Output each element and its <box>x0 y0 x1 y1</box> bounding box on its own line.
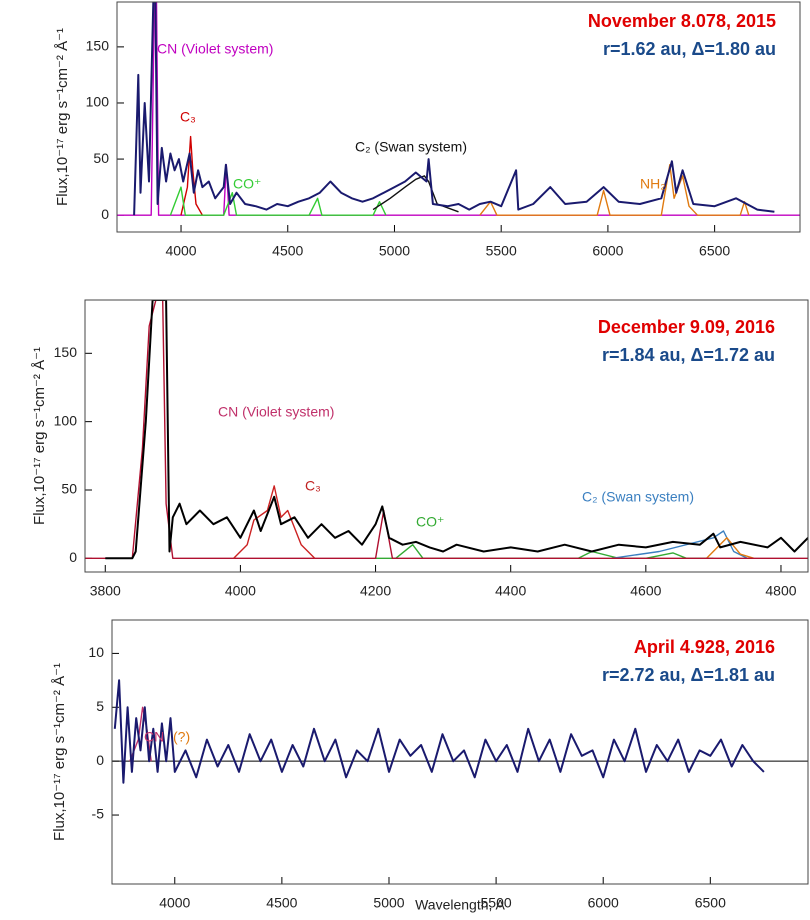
y-tick-label: 0 <box>96 752 104 768</box>
y-tick-label: -5 <box>92 806 105 822</box>
panel-title: December 9.09, 2016 <box>598 317 775 337</box>
y-tick-label: 150 <box>54 344 78 360</box>
spectrum-line <box>117 2 800 216</box>
x-tick-label: 4600 <box>630 583 661 599</box>
spectrum-line <box>169 186 387 216</box>
band-annotation: NH₂ <box>640 176 666 192</box>
plot-frame <box>84 299 809 573</box>
y-axis-label: Flux,10⁻¹⁷ erg s⁻¹cm⁻² Å⁻¹ <box>31 347 48 525</box>
panel-title: April 4.928, 2016 <box>634 637 775 657</box>
x-axis-label: Wavelength, A <box>415 897 505 913</box>
x-tick-label: 6500 <box>695 895 726 911</box>
y-tick-label: 100 <box>54 412 78 428</box>
plot-area <box>117 2 800 216</box>
panel-subtitle: r=1.84 au, Δ=1.72 au <box>602 345 775 365</box>
spectrum-line <box>706 537 755 559</box>
x-tick-label: 6000 <box>588 895 619 911</box>
x-tick-label: 4200 <box>360 583 391 599</box>
band-annotation: C₃ <box>180 109 196 125</box>
x-tick-label: 6500 <box>699 243 730 259</box>
band-annotation: CO⁺ <box>233 176 261 192</box>
spectrum-line <box>105 300 808 560</box>
panel-subtitle: r=1.62 au, Δ=1.80 au <box>603 39 776 59</box>
x-tick-label: 4000 <box>159 895 190 911</box>
panel: 4000 4500 5000 5500 6000 6500 0 50 100 150 Flux,10… <box>54 1 801 259</box>
y-tick-label: 50 <box>61 481 77 497</box>
band-annotation: C₃ <box>305 478 321 494</box>
panel: 4000 4500 5000 5500 6000 6500 -5 0 5 10 Flux,10⁻¹⁷… <box>51 619 809 913</box>
band-annotation: CN (Violet system) <box>157 41 273 57</box>
x-tick-label: 4800 <box>765 583 796 599</box>
y-tick-label: 50 <box>93 150 109 166</box>
x-tick-label: 4000 <box>165 243 196 259</box>
band-annotation: CN (Violet system) <box>218 404 334 420</box>
y-tick-label: 0 <box>69 549 77 565</box>
spectrum-line <box>611 530 748 559</box>
panel-subtitle: r=2.72 au, Δ=1.81 au <box>602 665 775 685</box>
band-annotation: C₂ (Swan system) <box>582 489 694 505</box>
x-tick-label: 6000 <box>592 243 623 259</box>
x-tick-label: 5500 <box>481 895 512 911</box>
plot-frame <box>111 619 809 885</box>
band-annotation: CO⁺ <box>416 514 444 530</box>
panel: 3800 4000 4200 4400 4600 4800 0 50 100 150 Flux,10… <box>31 299 809 599</box>
x-tick-label: 3800 <box>90 583 121 599</box>
plot-area <box>85 300 808 560</box>
y-axis-label: Flux,10⁻¹⁷ erg s⁻¹cm⁻² Å⁻¹ <box>54 28 71 206</box>
spectrum-line <box>479 164 750 216</box>
plot-area <box>112 679 808 784</box>
x-tick-label: 5500 <box>486 243 517 259</box>
y-tick-label: 0 <box>101 206 109 222</box>
x-tick-label: 4000 <box>225 583 256 599</box>
spectrum-line <box>113 679 765 784</box>
x-tick-label: 5000 <box>379 243 410 259</box>
y-tick-label: 100 <box>86 94 110 110</box>
spectrum-line <box>85 300 808 559</box>
y-tick-label: 150 <box>86 38 110 54</box>
spectrum-line <box>180 135 204 216</box>
band-annotation: CN <box>144 729 164 745</box>
x-tick-label: 5000 <box>373 895 404 911</box>
plot-frame <box>116 1 801 233</box>
panel-title: November 8.078, 2015 <box>588 11 776 31</box>
x-tick-label: 4400 <box>495 583 526 599</box>
spectrum-line <box>233 485 316 559</box>
x-tick-label: 4500 <box>266 895 297 911</box>
y-tick-label: 5 <box>96 698 104 714</box>
band-annotation: C₂ (Swan system) <box>355 139 467 155</box>
y-axis-label: Flux,10⁻¹⁷ erg s⁻¹cm⁻² Å⁻¹ <box>51 663 68 841</box>
y-tick-label: 10 <box>88 644 104 660</box>
spectrum-line <box>372 175 459 213</box>
x-tick-label: 4500 <box>272 243 303 259</box>
spectrum-line <box>133 2 775 216</box>
spectrum-line <box>375 544 714 559</box>
band-annotation: (?) <box>173 729 190 745</box>
